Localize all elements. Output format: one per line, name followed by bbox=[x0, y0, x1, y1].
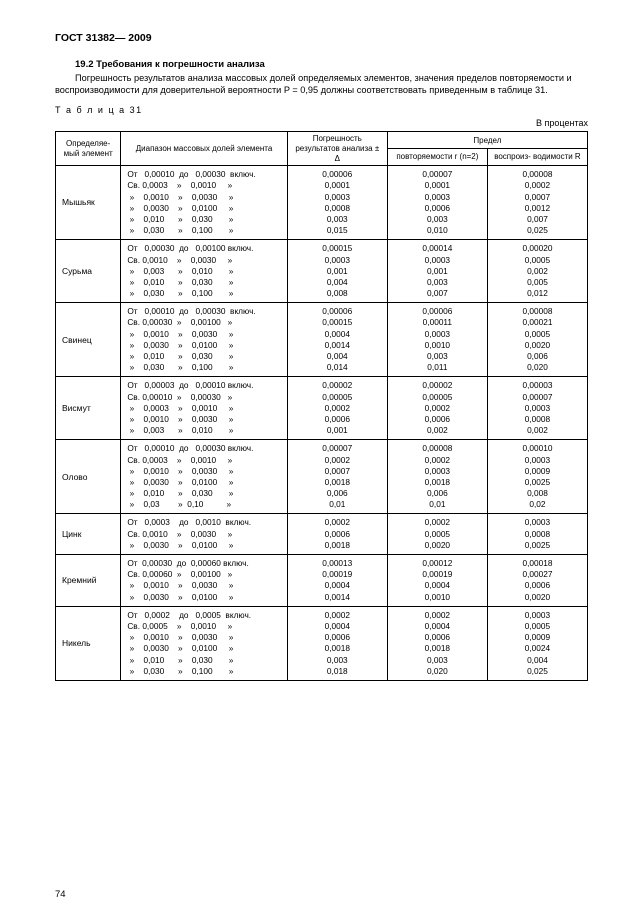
section-heading: Требования к погрешности анализа bbox=[96, 59, 265, 70]
cell-repro: 0,00010 0,0003 0,0009 0,0025 0,008 0,02 bbox=[487, 440, 587, 514]
cell-repro: 0,00008 0,0002 0,0007 0,0012 0,007 0,025 bbox=[487, 166, 587, 240]
cell-range: От 0,0003 до 0,0010 включ. Св. 0,0010 » … bbox=[121, 514, 287, 555]
table-row: ОловоОт 0,00010 до 0,00030 включ. Св. 0,… bbox=[56, 440, 588, 514]
cell-element: Кремний bbox=[56, 555, 121, 607]
cell-repeat: 0,0002 0,0004 0,0006 0,0018 0,003 0,020 bbox=[387, 606, 487, 680]
table-label: Т а б л и ц а 31 bbox=[55, 105, 588, 116]
th-repro: воспроиз- водимости R bbox=[487, 149, 587, 166]
cell-repro: 0,00003 0,00007 0,0003 0,0008 0,002 bbox=[487, 377, 587, 440]
table-row: КремнийОт 0,00030 до 0,00060 включ. Св. … bbox=[56, 555, 588, 607]
cell-repeat: 0,00014 0,0003 0,001 0,003 0,007 bbox=[387, 240, 487, 303]
cell-range: От 0,0002 до 0,0005 включ. Св. 0,0005 » … bbox=[121, 606, 287, 680]
cell-repro: 0,0003 0,0005 0,0009 0,0024 0,004 0,025 bbox=[487, 606, 587, 680]
cell-repeat: 0,00008 0,0002 0,0003 0,0018 0,006 0,01 bbox=[387, 440, 487, 514]
th-limit: Предел bbox=[387, 132, 587, 149]
cell-range: От 0,00010 до 0,00030 включ. Св. 0,0003 … bbox=[121, 440, 287, 514]
table-row: ВисмутОт 0,00003 до 0,00010 включ. Св. 0… bbox=[56, 377, 588, 440]
cell-range: От 0,00003 до 0,00010 включ. Св. 0,00010… bbox=[121, 377, 287, 440]
cell-element: Цинк bbox=[56, 514, 121, 555]
table-row: ЦинкОт 0,0003 до 0,0010 включ. Св. 0,001… bbox=[56, 514, 588, 555]
cell-error: 0,0002 0,0004 0,0006 0,0018 0,003 0,018 bbox=[287, 606, 387, 680]
cell-range: От 0,00030 до 0,00060 включ. Св. 0,00060… bbox=[121, 555, 287, 607]
th-error: Погрешность результатов анализа ± Δ bbox=[287, 132, 387, 166]
cell-repeat: 0,00002 0,00005 0,0002 0,0006 0,002 bbox=[387, 377, 487, 440]
cell-repro: 0,00018 0,00027 0,0006 0,0020 bbox=[487, 555, 587, 607]
cell-error: 0,00013 0,00019 0,0004 0,0014 bbox=[287, 555, 387, 607]
cell-error: 0,00006 0,0001 0,0003 0,0008 0,003 0,015 bbox=[287, 166, 387, 240]
cell-repeat: 0,00012 0,00019 0,0004 0,0010 bbox=[387, 555, 487, 607]
cell-element: Сурьма bbox=[56, 240, 121, 303]
th-repeat: повторяемости r (n=2) bbox=[387, 149, 487, 166]
paragraph-text: Погрешность результатов анализа массовых… bbox=[55, 73, 588, 97]
cell-error: 0,00007 0,0002 0,0007 0,0018 0,006 0,01 bbox=[287, 440, 387, 514]
units-label: В процентах bbox=[55, 118, 588, 129]
table-row: МышьякОт 0,00010 до 0,00030 включ. Св. 0… bbox=[56, 166, 588, 240]
cell-element: Свинец bbox=[56, 303, 121, 377]
cell-element: Олово bbox=[56, 440, 121, 514]
section-number: 19.2 bbox=[75, 59, 94, 70]
cell-element: Никель bbox=[56, 606, 121, 680]
table-body: МышьякОт 0,00010 до 0,00030 включ. Св. 0… bbox=[56, 166, 588, 681]
cell-repro: 0,00020 0,0005 0,002 0,005 0,012 bbox=[487, 240, 587, 303]
th-element: Определяе- мый элемент bbox=[56, 132, 121, 166]
table-row: СурьмаОт 0,00030 до 0,00100 включ. Св. 0… bbox=[56, 240, 588, 303]
cell-element: Мышьяк bbox=[56, 166, 121, 240]
cell-repro: 0,00008 0,00021 0,0005 0,0020 0,006 0,02… bbox=[487, 303, 587, 377]
cell-error: 0,0002 0,0006 0,0018 bbox=[287, 514, 387, 555]
section-title: 19.2 Требования к погрешности анализа bbox=[55, 59, 588, 71]
cell-range: От 0,00030 до 0,00100 включ. Св. 0,0010 … bbox=[121, 240, 287, 303]
table-row: СвинецОт 0,00010 до 0,00030 включ. Св. 0… bbox=[56, 303, 588, 377]
data-table: Определяе- мый элемент Диапазон массовых… bbox=[55, 131, 588, 680]
cell-element: Висмут bbox=[56, 377, 121, 440]
th-range: Диапазон массовых долей элемента bbox=[121, 132, 287, 166]
cell-error: 0,00006 0,00015 0,0004 0,0014 0,004 0,01… bbox=[287, 303, 387, 377]
cell-error: 0,00002 0,00005 0,0002 0,0006 0,001 bbox=[287, 377, 387, 440]
cell-range: От 0,00010 до 0,00030 включ. Св. 0,0003 … bbox=[121, 166, 287, 240]
page-number: 74 bbox=[55, 889, 66, 901]
cell-repeat: 0,00006 0,00011 0,0003 0,0010 0,003 0,01… bbox=[387, 303, 487, 377]
table-row: НикельОт 0,0002 до 0,0005 включ. Св. 0,0… bbox=[56, 606, 588, 680]
cell-repeat: 0,00007 0,0001 0,0003 0,0006 0,003 0,010 bbox=[387, 166, 487, 240]
cell-repeat: 0,0002 0,0005 0,0020 bbox=[387, 514, 487, 555]
cell-range: От 0,00010 до 0,00030 включ. Св. 0,00030… bbox=[121, 303, 287, 377]
document-id: ГОСТ 31382— 2009 bbox=[55, 32, 588, 45]
cell-error: 0,00015 0,0003 0,001 0,004 0,008 bbox=[287, 240, 387, 303]
cell-repro: 0,0003 0,0008 0,0025 bbox=[487, 514, 587, 555]
